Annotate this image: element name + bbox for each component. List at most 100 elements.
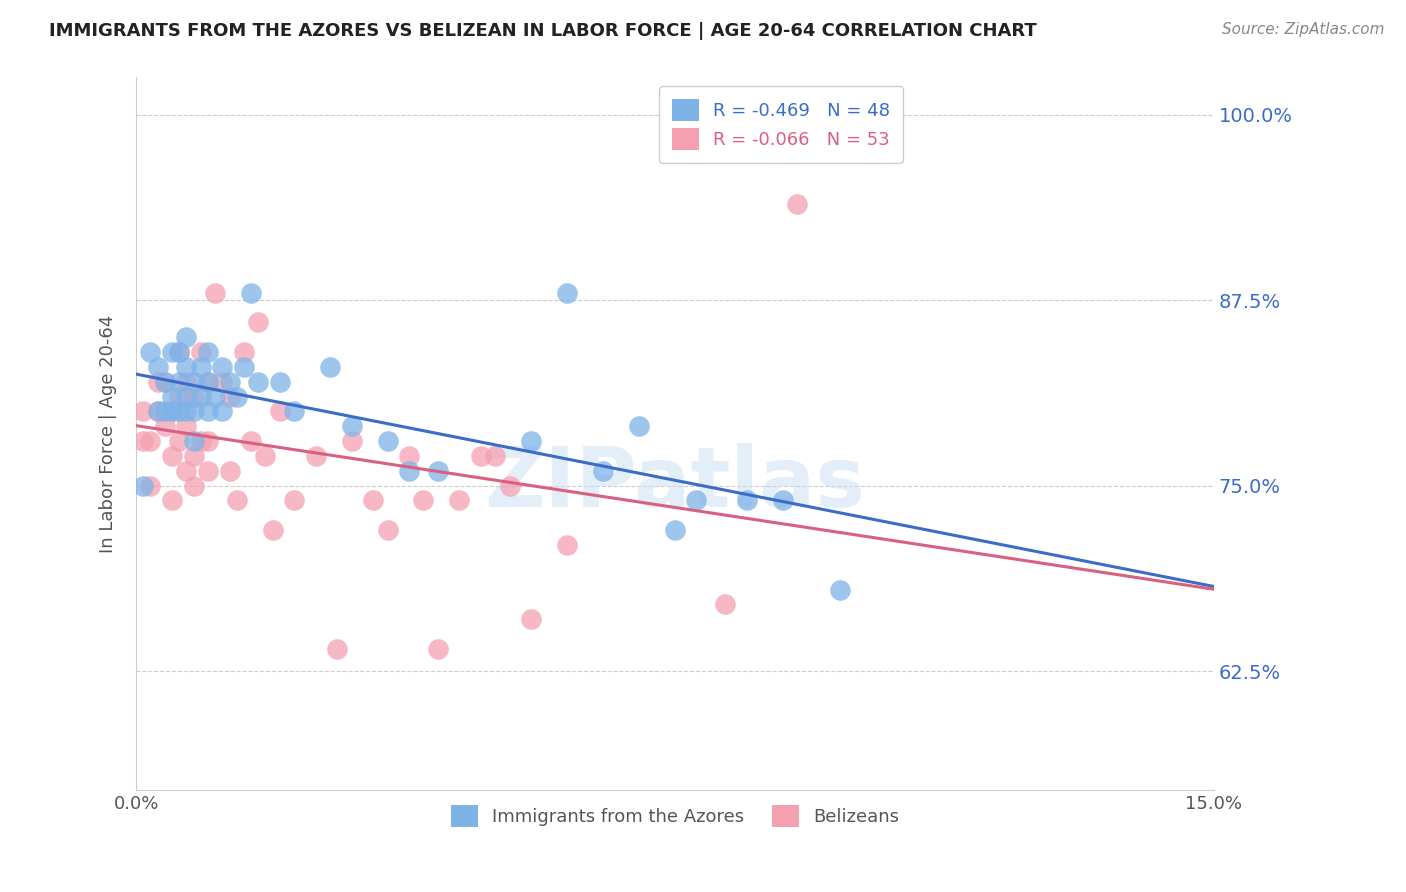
Point	[398, 449, 420, 463]
Point	[520, 612, 543, 626]
Point	[412, 493, 434, 508]
Point	[262, 523, 284, 537]
Point	[160, 449, 183, 463]
Point	[167, 404, 190, 418]
Point	[254, 449, 277, 463]
Point	[218, 464, 240, 478]
Point	[146, 404, 169, 418]
Text: ZIPatlas: ZIPatlas	[485, 443, 866, 524]
Point	[361, 493, 384, 508]
Point	[146, 375, 169, 389]
Point	[197, 375, 219, 389]
Point	[211, 375, 233, 389]
Point	[167, 375, 190, 389]
Point	[176, 404, 198, 418]
Point	[484, 449, 506, 463]
Point	[204, 285, 226, 300]
Point	[283, 404, 305, 418]
Point	[269, 404, 291, 418]
Point	[167, 434, 190, 449]
Point	[197, 434, 219, 449]
Point	[153, 419, 176, 434]
Point	[247, 315, 270, 329]
Point	[204, 390, 226, 404]
Point	[218, 375, 240, 389]
Point	[426, 464, 449, 478]
Point	[426, 641, 449, 656]
Point	[132, 478, 155, 492]
Point	[326, 641, 349, 656]
Text: IMMIGRANTS FROM THE AZORES VS BELIZEAN IN LABOR FORCE | AGE 20-64 CORRELATION CH: IMMIGRANTS FROM THE AZORES VS BELIZEAN I…	[49, 22, 1038, 40]
Point	[735, 493, 758, 508]
Y-axis label: In Labor Force | Age 20-64: In Labor Force | Age 20-64	[100, 315, 117, 553]
Point	[225, 390, 247, 404]
Legend: Immigrants from the Azores, Belizeans: Immigrants from the Azores, Belizeans	[443, 797, 907, 834]
Point	[190, 345, 212, 359]
Point	[377, 434, 399, 449]
Point	[176, 390, 198, 404]
Point	[520, 434, 543, 449]
Point	[197, 345, 219, 359]
Point	[240, 434, 263, 449]
Point	[470, 449, 492, 463]
Point	[449, 493, 471, 508]
Point	[555, 538, 578, 552]
Point	[786, 196, 808, 211]
Point	[190, 390, 212, 404]
Point	[153, 375, 176, 389]
Point	[232, 359, 254, 374]
Point	[240, 285, 263, 300]
Point	[211, 359, 233, 374]
Point	[319, 359, 342, 374]
Point	[772, 493, 794, 508]
Point	[269, 375, 291, 389]
Point	[146, 404, 169, 418]
Point	[685, 493, 707, 508]
Point	[176, 330, 198, 344]
Point	[176, 464, 198, 478]
Point	[197, 464, 219, 478]
Point	[153, 375, 176, 389]
Point	[340, 419, 363, 434]
Point	[167, 390, 190, 404]
Point	[160, 493, 183, 508]
Point	[183, 449, 205, 463]
Point	[153, 404, 176, 418]
Point	[167, 345, 190, 359]
Point	[283, 493, 305, 508]
Point	[627, 419, 650, 434]
Point	[340, 434, 363, 449]
Point	[232, 345, 254, 359]
Point	[247, 375, 270, 389]
Point	[592, 464, 614, 478]
Point	[377, 523, 399, 537]
Point	[225, 493, 247, 508]
Point	[830, 582, 852, 597]
Point	[183, 390, 205, 404]
Point	[555, 285, 578, 300]
Point	[190, 359, 212, 374]
Point	[714, 598, 737, 612]
Point	[183, 478, 205, 492]
Point	[211, 404, 233, 418]
Point	[398, 464, 420, 478]
Point	[160, 404, 183, 418]
Text: Source: ZipAtlas.com: Source: ZipAtlas.com	[1222, 22, 1385, 37]
Point	[176, 359, 198, 374]
Point	[139, 434, 162, 449]
Point	[664, 523, 686, 537]
Point	[176, 419, 198, 434]
Point	[146, 359, 169, 374]
Point	[190, 434, 212, 449]
Point	[167, 345, 190, 359]
Point	[139, 345, 162, 359]
Point	[197, 404, 219, 418]
Point	[218, 390, 240, 404]
Point	[160, 404, 183, 418]
Point	[160, 390, 183, 404]
Point	[183, 404, 205, 418]
Point	[132, 404, 155, 418]
Point	[139, 478, 162, 492]
Point	[305, 449, 328, 463]
Point	[176, 375, 198, 389]
